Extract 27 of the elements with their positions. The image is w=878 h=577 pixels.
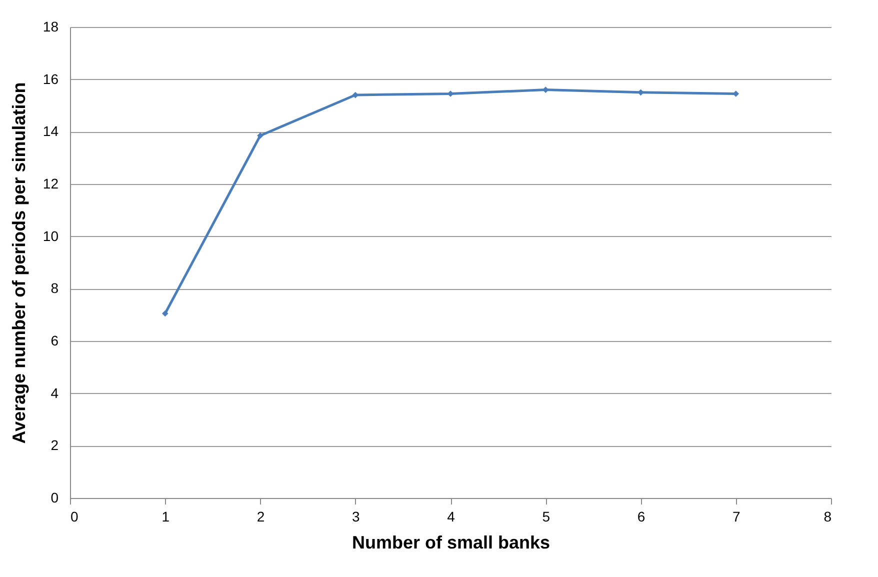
- x-tick-label: 8: [824, 508, 832, 524]
- point: [447, 90, 454, 97]
- point: [162, 310, 168, 317]
- point: [257, 132, 264, 139]
- x-tick-label: 1: [162, 508, 170, 524]
- y-tick-label: 16: [42, 70, 59, 87]
- x-tick-label: 0: [70, 508, 78, 524]
- y-tick-label: 18: [42, 18, 59, 34]
- point: [542, 86, 549, 93]
- x-tick-label: 5: [542, 508, 550, 524]
- y-tick-label: 10: [42, 228, 59, 244]
- y-tick-label: 12: [42, 176, 59, 192]
- x-tick-label: 4: [447, 508, 456, 524]
- y-tick-label: 8: [50, 280, 59, 296]
- x-tick-label: 2: [256, 508, 265, 524]
- x-axis-title: Number of small banks: [352, 532, 550, 552]
- y-axis-title: Average number of periods per simulation: [8, 82, 29, 444]
- y-tick-label: 14: [42, 123, 59, 140]
- y-tick-label: 0: [50, 490, 59, 506]
- y-tick-label: 6: [50, 332, 59, 348]
- point: [732, 90, 740, 97]
- x-tick-label: 7: [732, 508, 740, 524]
- x-tick-label: 3: [352, 508, 360, 524]
- point: [638, 89, 644, 96]
- y-tick-label: 2: [50, 437, 59, 454]
- y-tick-label: 4: [50, 384, 59, 401]
- x-tick-label: 6: [637, 508, 646, 524]
